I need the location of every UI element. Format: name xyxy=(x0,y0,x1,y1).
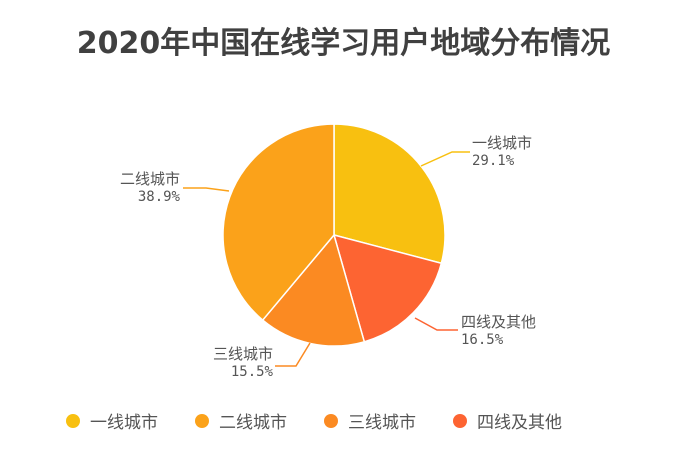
legend-label: 一线城市 xyxy=(90,413,158,433)
slice-percent: 29.1% xyxy=(472,153,515,169)
circle-icon xyxy=(195,413,209,428)
leader-line-tier1 xyxy=(420,151,470,167)
pie-slice-tier1[interactable] xyxy=(333,123,446,265)
leader-line-tier4 xyxy=(414,317,458,331)
slice-name: 二线城市 xyxy=(119,170,180,188)
slice-percent: 15.5% xyxy=(230,364,273,380)
circle-icon xyxy=(66,413,80,428)
slice-percent: 16.5% xyxy=(461,332,504,348)
slice-label-tier3: 三线城市 15.5% xyxy=(195,345,273,381)
leader-line-tier3 xyxy=(275,342,311,367)
legend-label: 三线城市 xyxy=(348,413,416,433)
slice-percent: 38.9% xyxy=(137,189,180,205)
pie-slice-tier4[interactable] xyxy=(332,233,443,343)
legend: 一线城市 二线城市 三线城市 四线及其他 xyxy=(66,408,599,433)
legend-label: 四线及其他 xyxy=(477,413,562,433)
chart-title: 2020年中国在线学习用户地域分布情况 xyxy=(76,26,611,61)
leader-line-tier2 xyxy=(183,187,230,192)
pie-slice-tier2[interactable] xyxy=(222,123,335,322)
slice-label-tier1: 一线城市 29.1% xyxy=(472,134,532,170)
circle-icon xyxy=(453,413,467,428)
slice-name: 四线及其他 xyxy=(461,313,537,331)
slice-name: 一线城市 xyxy=(472,134,533,152)
legend-item-tier3[interactable]: 三线城市 xyxy=(324,408,416,433)
legend-item-tier1[interactable]: 一线城市 xyxy=(66,408,158,433)
pie-slice-tier3[interactable] xyxy=(261,233,366,347)
legend-label: 二线城市 xyxy=(219,413,287,433)
slice-label-tier4: 四线及其他 16.5% xyxy=(461,313,536,349)
slice-name: 三线城市 xyxy=(212,345,273,363)
legend-item-tier2[interactable]: 二线城市 xyxy=(195,408,287,433)
legend-item-tier4[interactable]: 四线及其他 xyxy=(453,408,562,433)
circle-icon xyxy=(324,413,338,428)
slice-label-tier2: 二线城市 38.9% xyxy=(110,170,180,206)
